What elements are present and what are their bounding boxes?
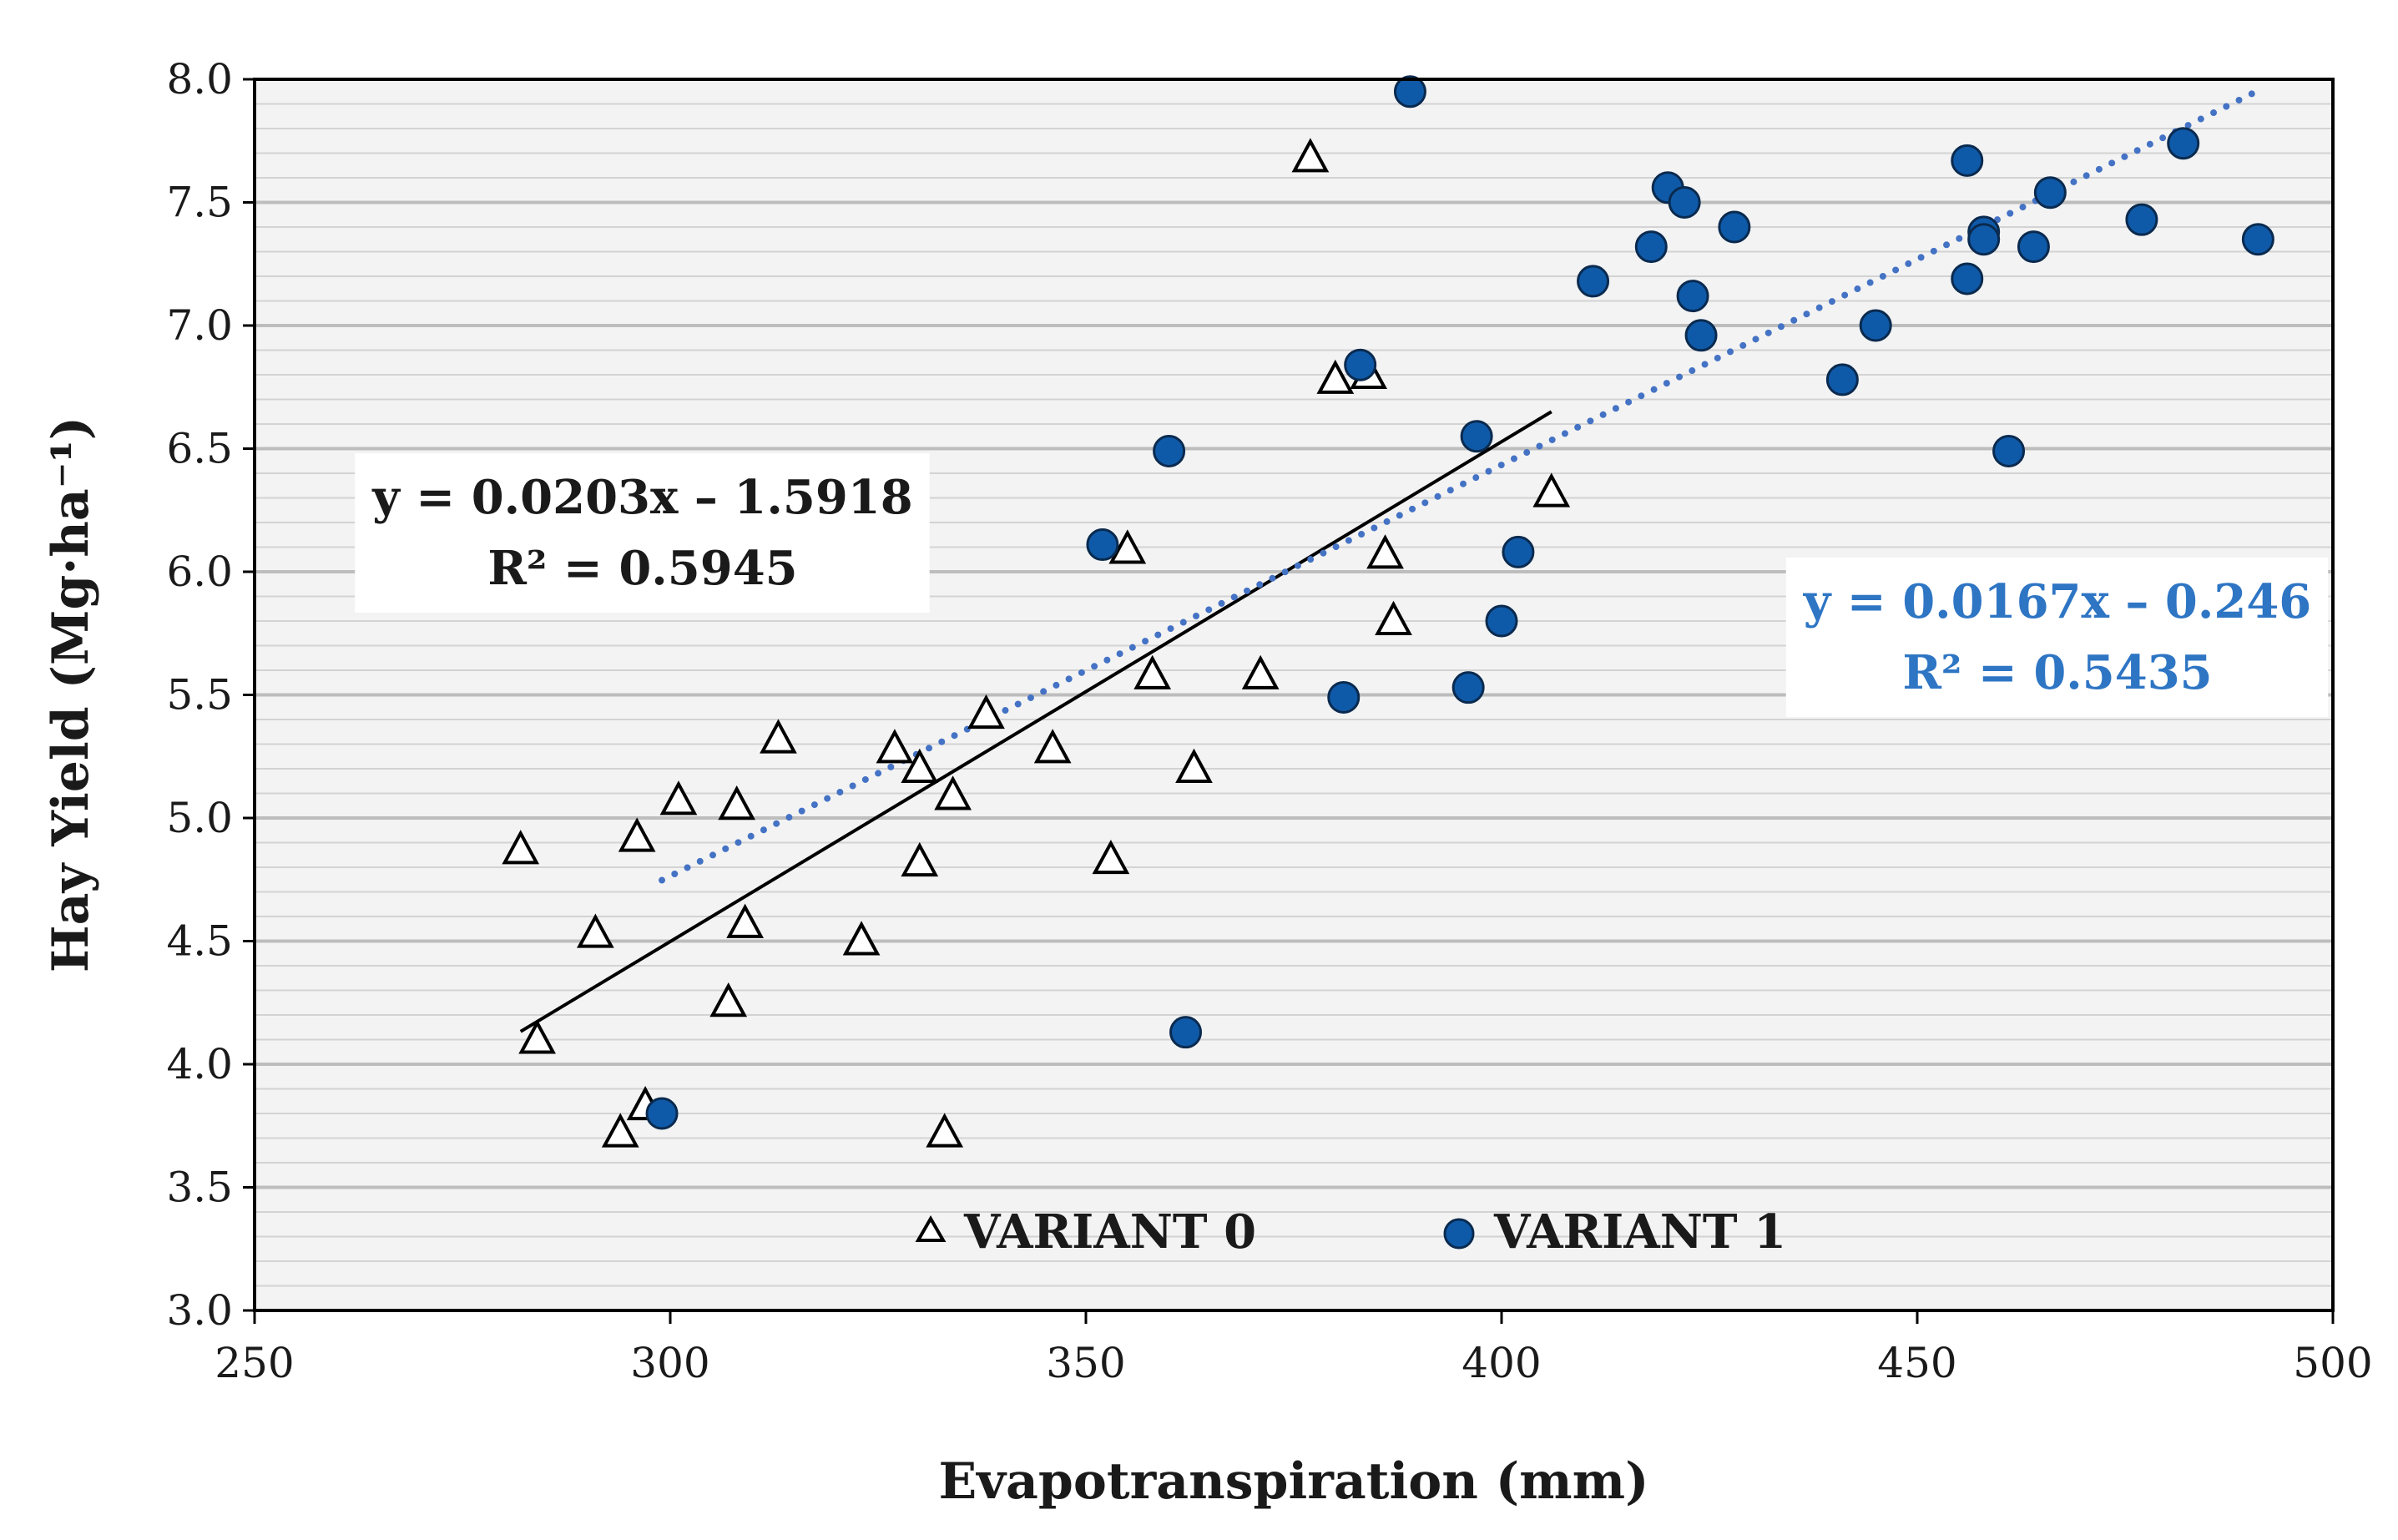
data-point-variant-0 [1241, 654, 1280, 689]
plot-area-border [253, 78, 2335, 1312]
data-point-variant-1 [1485, 604, 1518, 638]
data-point-variant-0 [659, 780, 698, 815]
data-point-variant-0 [842, 921, 881, 956]
x-tick-label: 300 [630, 1339, 709, 1387]
trendline-r-squared-variant-1: R² = 0.5435 [1902, 645, 2212, 700]
y-tick-label: 4.0 [166, 1040, 233, 1088]
y-tick-label: 7.5 [166, 179, 233, 227]
data-point-variant-1 [2125, 203, 2158, 236]
minor-gridlines [255, 103, 2333, 1287]
data-point-variant-0 [1375, 600, 1412, 635]
data-point-variant-0 [1033, 729, 1072, 764]
axes [243, 78, 2335, 1324]
data-point-variant-1 [1718, 210, 1751, 244]
data-point-variant-1 [1502, 535, 1535, 568]
data-point-variant-1 [1992, 434, 2026, 467]
data-point-variant-1 [1967, 223, 2001, 256]
x-axis-title: Evapotranspiration (mm) [938, 1452, 1648, 1511]
data-point-variant-0 [901, 841, 939, 877]
data-point-variant-0 [760, 719, 797, 754]
y-tick-label: 3.5 [166, 1164, 233, 1212]
data-point-variant-0 [1092, 839, 1130, 875]
equation-label-variant-0: y = 0.0203x – 1.5918 R² = 0.5945 [371, 470, 912, 596]
data-point-variant-1 [1684, 319, 1718, 352]
data-point-variant-0 [1108, 529, 1147, 564]
trendline-variant-1 [659, 87, 2262, 884]
data-point-variant-0 [726, 903, 765, 938]
legend: VARIANT 0 VARIANT 1 [915, 1204, 1786, 1260]
data-point-variant-1 [1951, 262, 1984, 295]
data-point-variant-0 [901, 748, 939, 783]
data-point-variant-0 [601, 1113, 639, 1148]
data-point-variant-1 [2033, 176, 2067, 210]
tick-labels: 3.0 3.5 4.0 4.5 5.0 5.5 6.0 6.5 7.0 7.5 8.0 250 300 3… [166, 55, 2372, 1387]
data-point-variant-0 [934, 775, 972, 810]
data-point-variant-1 [1859, 309, 1892, 342]
data-point-variant-1 [1451, 671, 1485, 704]
data-point-variant-1 [1634, 230, 1668, 264]
data-point-variant-0 [1532, 472, 1571, 507]
data-point-variant-0 [967, 694, 1005, 730]
data-point-variant-0 [709, 982, 748, 1017]
y-tick-label: 3.0 [166, 1286, 233, 1335]
data-point-variant-0 [618, 817, 656, 852]
trendlines [519, 87, 2262, 1033]
equation-label-backgrounds [355, 453, 2329, 717]
data-point-variant-0 [926, 1113, 964, 1148]
equation-label-background [1785, 558, 2329, 717]
x-tick-label: 350 [1046, 1339, 1125, 1387]
y-axis-title: Hay Yield (Mg·ha⁻¹) [42, 417, 100, 972]
data-points [502, 75, 2274, 1148]
data-point-variant-1 [1393, 75, 1426, 109]
trendline-variant-0 [519, 410, 1552, 1033]
data-point-variant-1 [2017, 230, 2050, 264]
x-tick-label: 250 [215, 1339, 294, 1387]
y-tick-label: 5.0 [166, 794, 233, 842]
data-point-variant-0 [1175, 748, 1213, 783]
equation-label-variant-1: y = 0.0167x – 0.246 R² = 0.5435 [1803, 574, 2312, 700]
trendline-equation-variant-0: y = 0.0203x – 1.5918 [371, 470, 912, 525]
data-point-variant-0 [502, 830, 540, 865]
y-tick-label: 4.5 [166, 917, 233, 966]
data-point-variant-1 [2167, 127, 2200, 160]
data-point-variant-1 [2241, 223, 2274, 256]
trendline-equation-variant-1: y = 0.0167x – 0.246 [1803, 574, 2312, 629]
legend-marker-variant-1 [1443, 1218, 1475, 1250]
data-point-variant-1 [1327, 680, 1361, 714]
data-point-variant-0 [1316, 359, 1355, 394]
data-point-variant-0 [1291, 138, 1330, 173]
y-tick-label: 6.0 [166, 548, 233, 596]
y-tick-label: 7.0 [166, 301, 233, 350]
data-point-variant-1 [1153, 434, 1186, 467]
data-point-variant-1 [645, 1097, 679, 1130]
data-point-variant-1 [1460, 420, 1493, 453]
legend-label-variant-0: VARIANT 0 [963, 1204, 1256, 1260]
trendline-r-squared-variant-0: R² = 0.5945 [487, 541, 797, 596]
legend-label-variant-1: VARIANT 1 [1493, 1204, 1786, 1260]
data-point-variant-1 [1676, 280, 1709, 313]
data-point-variant-1 [1668, 186, 1701, 219]
data-point-variant-1 [1577, 265, 1610, 298]
y-tick-label: 5.5 [166, 671, 233, 720]
data-point-variant-0 [876, 729, 914, 764]
data-point-variant-1 [1169, 1016, 1203, 1049]
data-point-variant-0 [1366, 534, 1404, 569]
y-tick-label: 8.0 [166, 55, 233, 104]
data-point-variant-1 [1344, 348, 1377, 381]
y-tick-label: 6.5 [166, 425, 233, 473]
equation-label-background [355, 453, 930, 613]
data-point-variant-1 [1086, 528, 1119, 562]
data-point-variant-0 [718, 785, 756, 820]
legend-marker-variant-0 [915, 1214, 947, 1242]
x-tick-label: 450 [1877, 1339, 1956, 1387]
data-point-variant-0 [1133, 654, 1172, 689]
data-point-variant-0 [576, 913, 614, 948]
x-tick-label: 500 [2293, 1339, 2372, 1387]
x-tick-label: 400 [1462, 1339, 1541, 1387]
data-point-variant-1 [1951, 144, 1984, 177]
data-point-variant-0 [518, 1019, 557, 1054]
data-point-variant-1 [1825, 363, 1859, 396]
